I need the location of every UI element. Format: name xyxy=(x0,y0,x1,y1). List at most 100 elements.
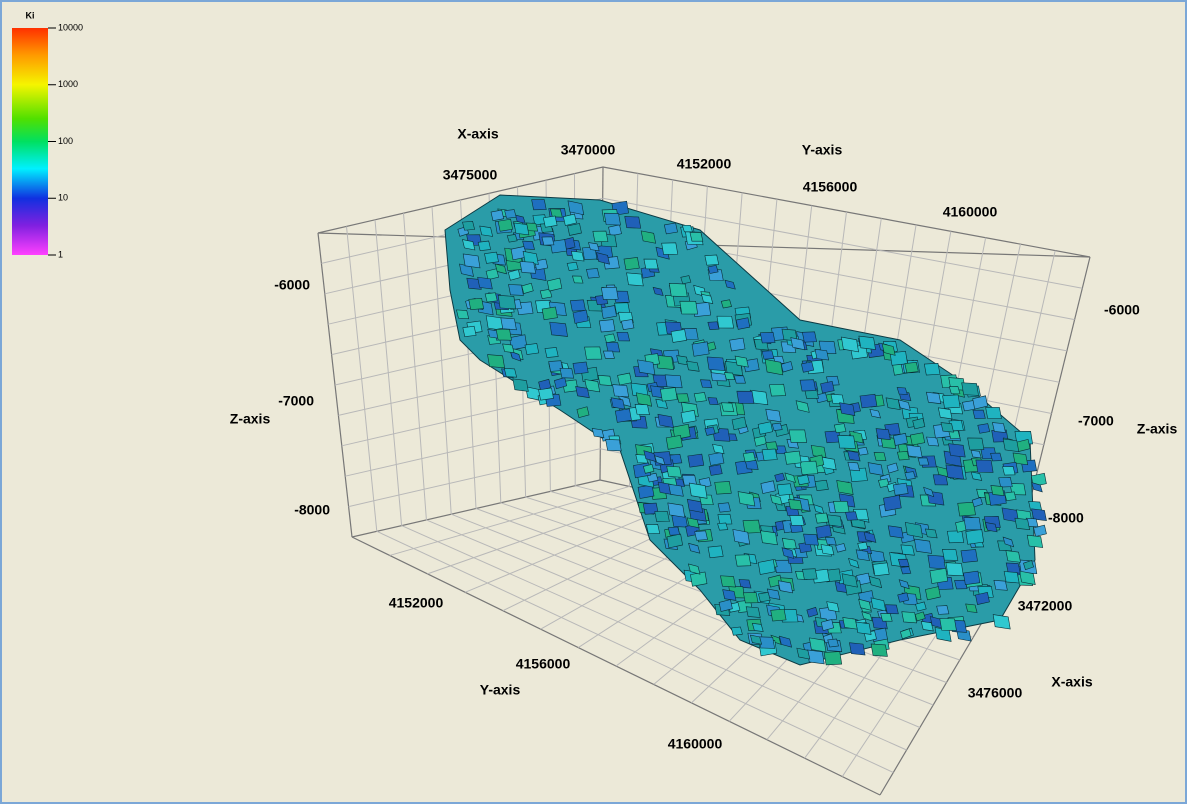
grid-cell xyxy=(663,222,678,235)
grid-cell xyxy=(596,252,610,265)
grid-cell xyxy=(827,638,839,648)
tick-label: 4152000 xyxy=(677,156,732,172)
grid-cell xyxy=(948,430,961,440)
grid-cell xyxy=(666,465,682,478)
grid-cell xyxy=(600,305,617,319)
grid-cell xyxy=(940,422,954,433)
grid-cell xyxy=(667,526,681,536)
grid-cell xyxy=(549,208,563,218)
grid-cell xyxy=(942,394,961,409)
grid-cell xyxy=(948,443,966,458)
grid-cell xyxy=(823,651,843,666)
grid-cell xyxy=(900,628,912,640)
grid-cell xyxy=(802,568,818,580)
grid-cell xyxy=(870,643,888,657)
grid-cell xyxy=(833,500,850,513)
grid-cell xyxy=(858,598,872,611)
grid-cell xyxy=(667,502,686,518)
colorbar-tick-label: 10 xyxy=(58,193,68,203)
grid-cell xyxy=(521,282,534,294)
grid-cell xyxy=(1002,466,1016,476)
grid-cell xyxy=(468,297,485,311)
grid-cell xyxy=(680,409,697,424)
grid-cell xyxy=(729,337,746,352)
grid-cell xyxy=(849,467,868,482)
grid-cell xyxy=(824,536,837,546)
grid-cell xyxy=(765,408,782,423)
tick-label: -7000 xyxy=(1078,413,1114,429)
grid-cell xyxy=(776,483,793,496)
grid-cell xyxy=(734,355,749,368)
grid-cell xyxy=(774,472,786,483)
grid-cell xyxy=(975,591,990,605)
grid-cell xyxy=(626,272,644,287)
grid-cell xyxy=(992,422,1006,433)
tick-label: -7000 xyxy=(278,393,314,409)
grid-cell xyxy=(519,261,537,274)
grid-cell xyxy=(676,355,689,366)
grid-cell xyxy=(671,515,688,528)
grid-cell xyxy=(836,480,854,495)
grid-cell xyxy=(788,429,808,443)
grid-cell xyxy=(717,522,729,531)
grid-cell xyxy=(497,295,517,310)
grid-cell xyxy=(870,597,887,612)
grid-cell xyxy=(687,453,705,468)
grid-cell xyxy=(572,361,589,375)
grid-cell xyxy=(707,321,720,330)
grid-cell xyxy=(734,554,752,567)
grid-cell xyxy=(637,359,656,376)
grid-cell xyxy=(799,379,816,392)
grid-cell xyxy=(479,225,493,237)
grid-cell xyxy=(960,549,978,563)
grid-cell xyxy=(575,386,590,399)
grid-cell xyxy=(927,554,946,570)
grid-cell xyxy=(914,538,932,554)
grid-cell xyxy=(624,216,642,229)
grid-cell xyxy=(591,428,605,438)
grid-cell xyxy=(572,309,589,324)
tick-label: -8000 xyxy=(294,502,330,518)
grid-cell xyxy=(657,413,674,428)
grid-cell xyxy=(707,397,719,406)
axis-label: Z-axis xyxy=(1137,421,1178,437)
grid-cell xyxy=(847,461,860,472)
grid-cell xyxy=(809,637,827,653)
grid-cell xyxy=(801,331,817,343)
grid-cell xyxy=(643,258,659,270)
tick-label: 4160000 xyxy=(943,204,998,220)
grid-cell xyxy=(892,482,909,496)
grid-cell xyxy=(539,288,553,299)
grid-cell xyxy=(576,406,590,418)
grid-cell xyxy=(939,618,957,631)
grid-cell xyxy=(570,250,585,262)
grid-cell xyxy=(512,378,529,392)
grid-cell xyxy=(887,525,904,539)
grid-cell xyxy=(506,234,518,243)
grid-cell xyxy=(508,284,524,296)
grid-cell xyxy=(867,462,884,476)
grid-cell xyxy=(603,212,621,226)
grid-cell xyxy=(706,356,726,371)
grid-cell xyxy=(912,417,926,430)
grid-cell xyxy=(769,383,786,397)
grid-cell xyxy=(849,642,866,656)
grid-cell xyxy=(497,218,513,232)
tick-label: 3472000 xyxy=(1018,598,1073,614)
grid-cell xyxy=(588,242,600,252)
grid-cell xyxy=(909,432,926,446)
grid-cell xyxy=(945,562,964,577)
grid-cell xyxy=(670,329,687,343)
tick-label: 4160000 xyxy=(668,736,723,752)
grid-cell xyxy=(1002,536,1015,548)
axis-label: X-axis xyxy=(1051,674,1092,690)
grid-cell xyxy=(881,343,896,356)
grid-cell xyxy=(485,268,499,281)
grid-cell xyxy=(567,223,582,236)
colorbar-tick-label: 100 xyxy=(58,136,73,146)
grid-cell xyxy=(946,530,965,544)
grid-cell xyxy=(742,451,756,463)
tick-label: -6000 xyxy=(274,277,310,293)
grid-cell xyxy=(504,209,517,219)
